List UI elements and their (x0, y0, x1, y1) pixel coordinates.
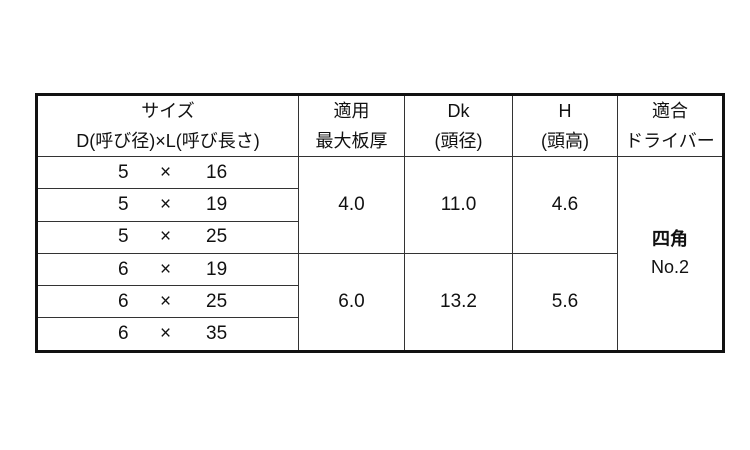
size-cell: 6 × 35 (36, 317, 299, 352)
driver-type: 四角 (652, 229, 688, 250)
header-thickness: 適用 最大板厚 (298, 94, 405, 157)
length: 19 (206, 258, 228, 280)
size-cell: 5 × 16 (36, 155, 299, 190)
header-driver-line2: ドライバー (625, 131, 715, 151)
header-thickness-line1: 適用 (333, 101, 370, 121)
h-cell: 4.6 (512, 156, 618, 254)
diameter: 5 (118, 226, 129, 248)
spec-table: サイズ D(呼び径)×L(呼び長さ) 適用最大板厚 Dk (頭径) H (頭高) 適合… (35, 93, 725, 353)
driver-size: No.2 (650, 257, 690, 278)
table-row: 5 × 19 (36, 188, 724, 222)
size-cell: 5 × 25 (36, 220, 299, 254)
thickness-cell: 4.0 (298, 156, 405, 254)
driver-cell: 四角 No.2 (617, 156, 724, 352)
dk-cell: 13.2 (404, 252, 513, 352)
times-sign: × (160, 291, 172, 313)
diameter: 5 (118, 161, 129, 183)
diameter: 6 (118, 258, 129, 280)
header-row: サイズ D(呼び径)×L(呼び長さ) 適用最大板厚 Dk (頭径) H (頭高) 適合… (36, 94, 724, 157)
length: 25 (206, 291, 228, 313)
size-cell: 5 × 19 (36, 188, 299, 222)
times-sign: × (160, 161, 172, 183)
header-dk-line2: (頭径) (434, 131, 483, 151)
diameter: 6 (118, 291, 129, 313)
header-size-line2: D(呼び径)×L(呼び長さ) (76, 131, 260, 151)
header-size: サイズ D(呼び径)×L(呼び長さ) (36, 94, 299, 157)
table-row: 6 × 19 6.0 13.2 5.6 (36, 252, 724, 352)
length: 16 (206, 161, 228, 183)
times-sign: × (160, 194, 172, 216)
length: 35 (206, 323, 228, 345)
h-cell: 5.6 (512, 252, 618, 352)
dk-cell: 11.0 (404, 156, 513, 254)
size-cell: 6 × 19 (36, 252, 299, 287)
table-row: 5 × 25 (36, 220, 724, 254)
length: 19 (206, 194, 228, 216)
header-driver-line1: 適合 (652, 101, 688, 121)
header-dk: Dk (頭径) (404, 94, 513, 157)
header-h-line2: (頭高) (541, 131, 589, 151)
diameter: 5 (118, 194, 129, 216)
size-cell: 6 × 25 (36, 285, 299, 319)
header-thickness-line2: 最大板厚 (315, 131, 388, 151)
header-driver: 適合 ドライバー (617, 94, 724, 157)
header-h: H (頭高) (512, 94, 618, 157)
header-size-line1: サイズ (141, 101, 195, 121)
times-sign: × (160, 323, 172, 345)
header-h-line1: H (558, 101, 572, 121)
length: 25 (206, 226, 228, 248)
diameter: 6 (118, 323, 129, 345)
table-row: 5 × 16 4.0 11.0 4.6 四角 No.2 (36, 155, 724, 352)
table-row: 6 × 25 (36, 285, 724, 319)
table-row: 6 × 35 (36, 317, 724, 352)
header-dk-line1: Dk (447, 101, 470, 121)
times-sign: × (160, 258, 172, 280)
times-sign: × (160, 226, 172, 248)
thickness-cell: 6.0 (298, 252, 405, 352)
